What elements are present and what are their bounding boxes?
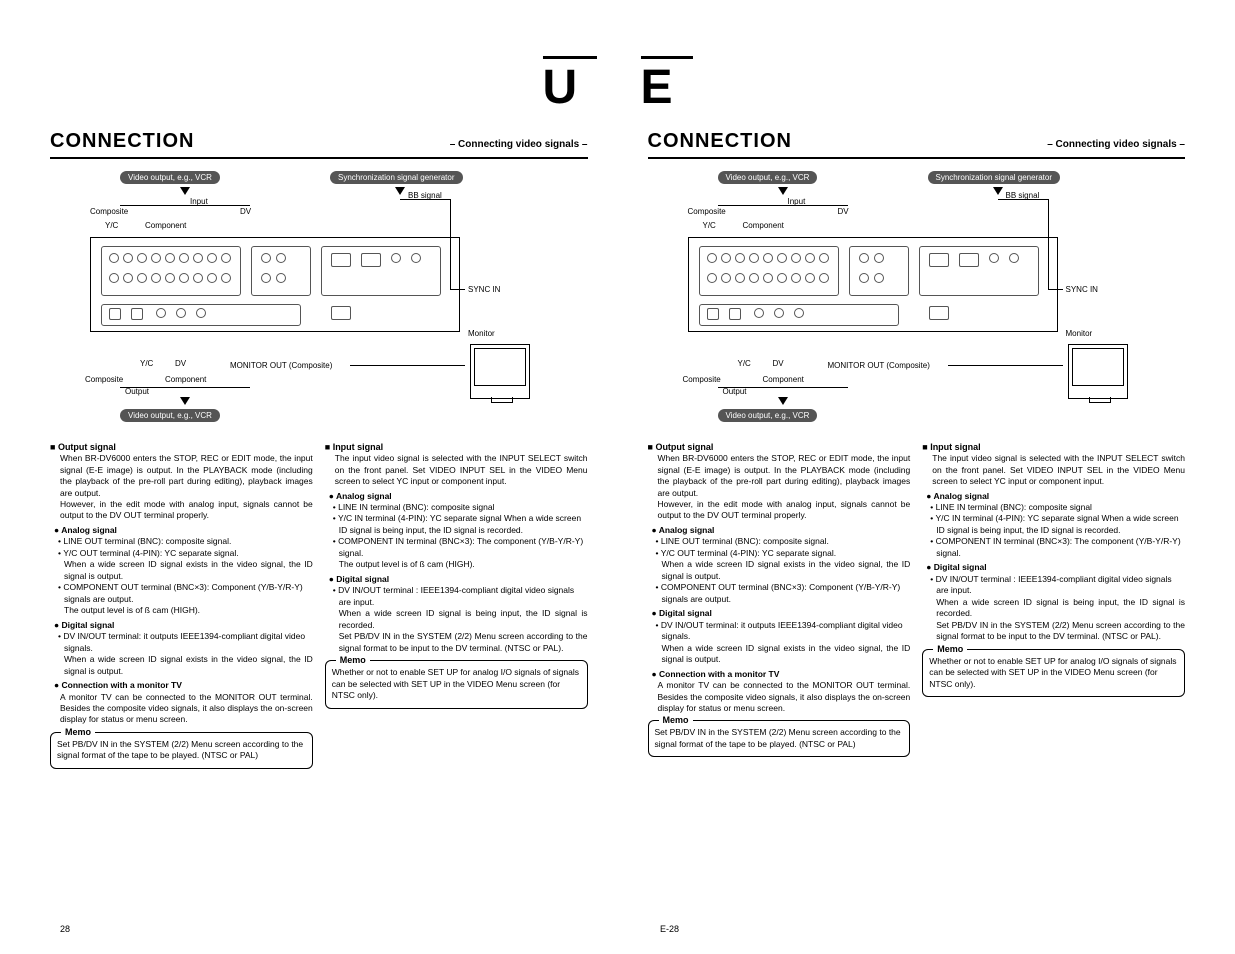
memo-left-box-r: Memo Set PB/DV IN in the SYSTEM (2/2) Me… xyxy=(648,720,911,757)
page-right: CONNECTION – Connecting video signals – … xyxy=(648,130,1186,769)
sync-in-label: SYNC IN xyxy=(468,285,500,294)
analog-out4: COMPONENT OUT terminal (BNC×3): Componen… xyxy=(64,582,313,605)
digital-in2: When a wide screen ID signal is being in… xyxy=(339,608,588,631)
composite-in: Composite xyxy=(90,207,128,216)
analog-in1: LINE IN terminal (BNC): composite signal xyxy=(339,502,588,513)
connection-diagram: Video output, e.g., VCR Synchronization … xyxy=(50,169,588,429)
page-number-left: 28 xyxy=(60,924,70,934)
text-columns: Output signal When BR-DV6000 enters the … xyxy=(50,437,588,769)
component-out: Component xyxy=(165,375,206,384)
analog-in3-extra: The output level is of ß cam (HIGH). xyxy=(339,559,588,570)
rear-panel xyxy=(90,237,460,332)
input-signal-head: Input signal xyxy=(325,441,588,453)
analog-in2: Y/C IN terminal (4-PIN): YC separate sig… xyxy=(339,513,588,536)
memo-title-r: Memo xyxy=(336,654,370,666)
analog-out5: The output level is of ß cam (HIGH). xyxy=(64,605,313,616)
col-left: Output signal When BR-DV6000 enters the … xyxy=(50,437,313,769)
memo-right-text: Whether or not to enable SET UP for anal… xyxy=(332,667,579,700)
memo-left-box: Memo Set PB/DV IN in the SYSTEM (2/2) Me… xyxy=(50,732,313,769)
letter-e: E xyxy=(641,56,693,114)
memo-left-text: Set PB/DV IN in the SYSTEM (2/2) Menu sc… xyxy=(57,739,303,760)
sync-gen-box: Synchronization signal generator xyxy=(330,171,463,184)
output-body1: When BR-DV6000 enters the STOP, REC or E… xyxy=(60,453,313,499)
output-signal-head: Output signal xyxy=(50,441,313,453)
analog-head: Analog signal xyxy=(54,525,313,536)
monitor-icon xyxy=(470,344,530,399)
input-body1: The input video signal is selected with … xyxy=(335,453,588,487)
letter-u: U xyxy=(542,56,597,114)
analog-in-head: Analog signal xyxy=(329,491,588,502)
arrow-out xyxy=(180,397,190,405)
digital-in3: Set PB/DV IN in the SYSTEM (2/2) Menu sc… xyxy=(339,631,588,654)
subtitle: – Connecting video signals – xyxy=(450,139,588,150)
digital-in-head: Digital signal xyxy=(329,574,588,585)
arrow-in xyxy=(180,187,190,195)
memo-right-box-r: Memo Whether or not to enable SET UP for… xyxy=(922,649,1185,697)
title: CONNECTION xyxy=(50,130,194,153)
title-row-r: CONNECTION – Connecting video signals – xyxy=(648,130,1186,159)
digital-in1: DV IN/OUT terminal : IEEE1394-compliant … xyxy=(339,585,588,608)
tv-head: Connection with a monitor TV xyxy=(54,680,313,691)
yc-in: Y/C xyxy=(105,221,118,230)
vcr-top-box-r: Video output, e.g., VCR xyxy=(718,171,818,184)
monitor-out-label: MONITOR OUT (Composite) xyxy=(230,361,332,370)
analog-out2: Y/C OUT terminal (4-PIN): YC separate si… xyxy=(64,548,313,559)
page-left: CONNECTION – Connecting video signals – … xyxy=(50,130,588,769)
text-columns-r: Output signal When BR-DV6000 enters the … xyxy=(648,437,1186,757)
output-label: Output xyxy=(125,387,149,396)
component-in: Component xyxy=(145,221,186,230)
memo-title: Memo xyxy=(61,726,95,738)
page-number-right: E-28 xyxy=(660,924,679,934)
arrow-bb xyxy=(395,187,405,195)
col-right: Input signal The input video signal is s… xyxy=(325,437,588,769)
page-wrap: CONNECTION – Connecting video signals – … xyxy=(0,0,1235,799)
col-right-r: Input signal The input video signal is s… xyxy=(922,437,1185,757)
header-letters: U E xyxy=(542,60,692,115)
analog-out3: When a wide screen ID signal exists in t… xyxy=(64,559,313,582)
digital-head: Digital signal xyxy=(54,620,313,631)
title-r: CONNECTION xyxy=(648,130,792,153)
input-label: Input xyxy=(190,197,208,206)
dv-in: DV xyxy=(240,207,251,216)
monitor-label: Monitor xyxy=(468,329,495,338)
composite-out: Composite xyxy=(85,375,123,384)
tv-body: A monitor TV can be connected to the MON… xyxy=(60,692,313,726)
col-left-r: Output signal When BR-DV6000 enters the … xyxy=(648,437,911,757)
analog-out1: LINE OUT terminal (BNC): composite signa… xyxy=(64,536,313,547)
vcr-top-box: Video output, e.g., VCR xyxy=(120,171,220,184)
dv-out: DV xyxy=(175,359,186,368)
memo-right-box: Memo Whether or not to enable SET UP for… xyxy=(325,660,588,708)
connection-diagram-r: Video output, e.g., VCR Synchronization … xyxy=(648,169,1186,429)
digital-out2: When a wide screen ID signal exists in t… xyxy=(64,654,313,677)
output-body2: However, in the edit mode with analog in… xyxy=(60,499,313,522)
vcr-bottom-box: Video output, e.g., VCR xyxy=(120,409,220,422)
subtitle-r: – Connecting video signals – xyxy=(1047,139,1185,150)
sync-gen-box-r: Synchronization signal generator xyxy=(928,171,1061,184)
rear-panel-r xyxy=(688,237,1058,332)
analog-in3: COMPONENT IN terminal (BNC×3): The compo… xyxy=(339,536,588,559)
title-row: CONNECTION – Connecting video signals – xyxy=(50,130,588,159)
digital-out1: DV IN/OUT terminal: it outputs IEEE1394-… xyxy=(64,631,313,654)
yc-out: Y/C xyxy=(140,359,153,368)
